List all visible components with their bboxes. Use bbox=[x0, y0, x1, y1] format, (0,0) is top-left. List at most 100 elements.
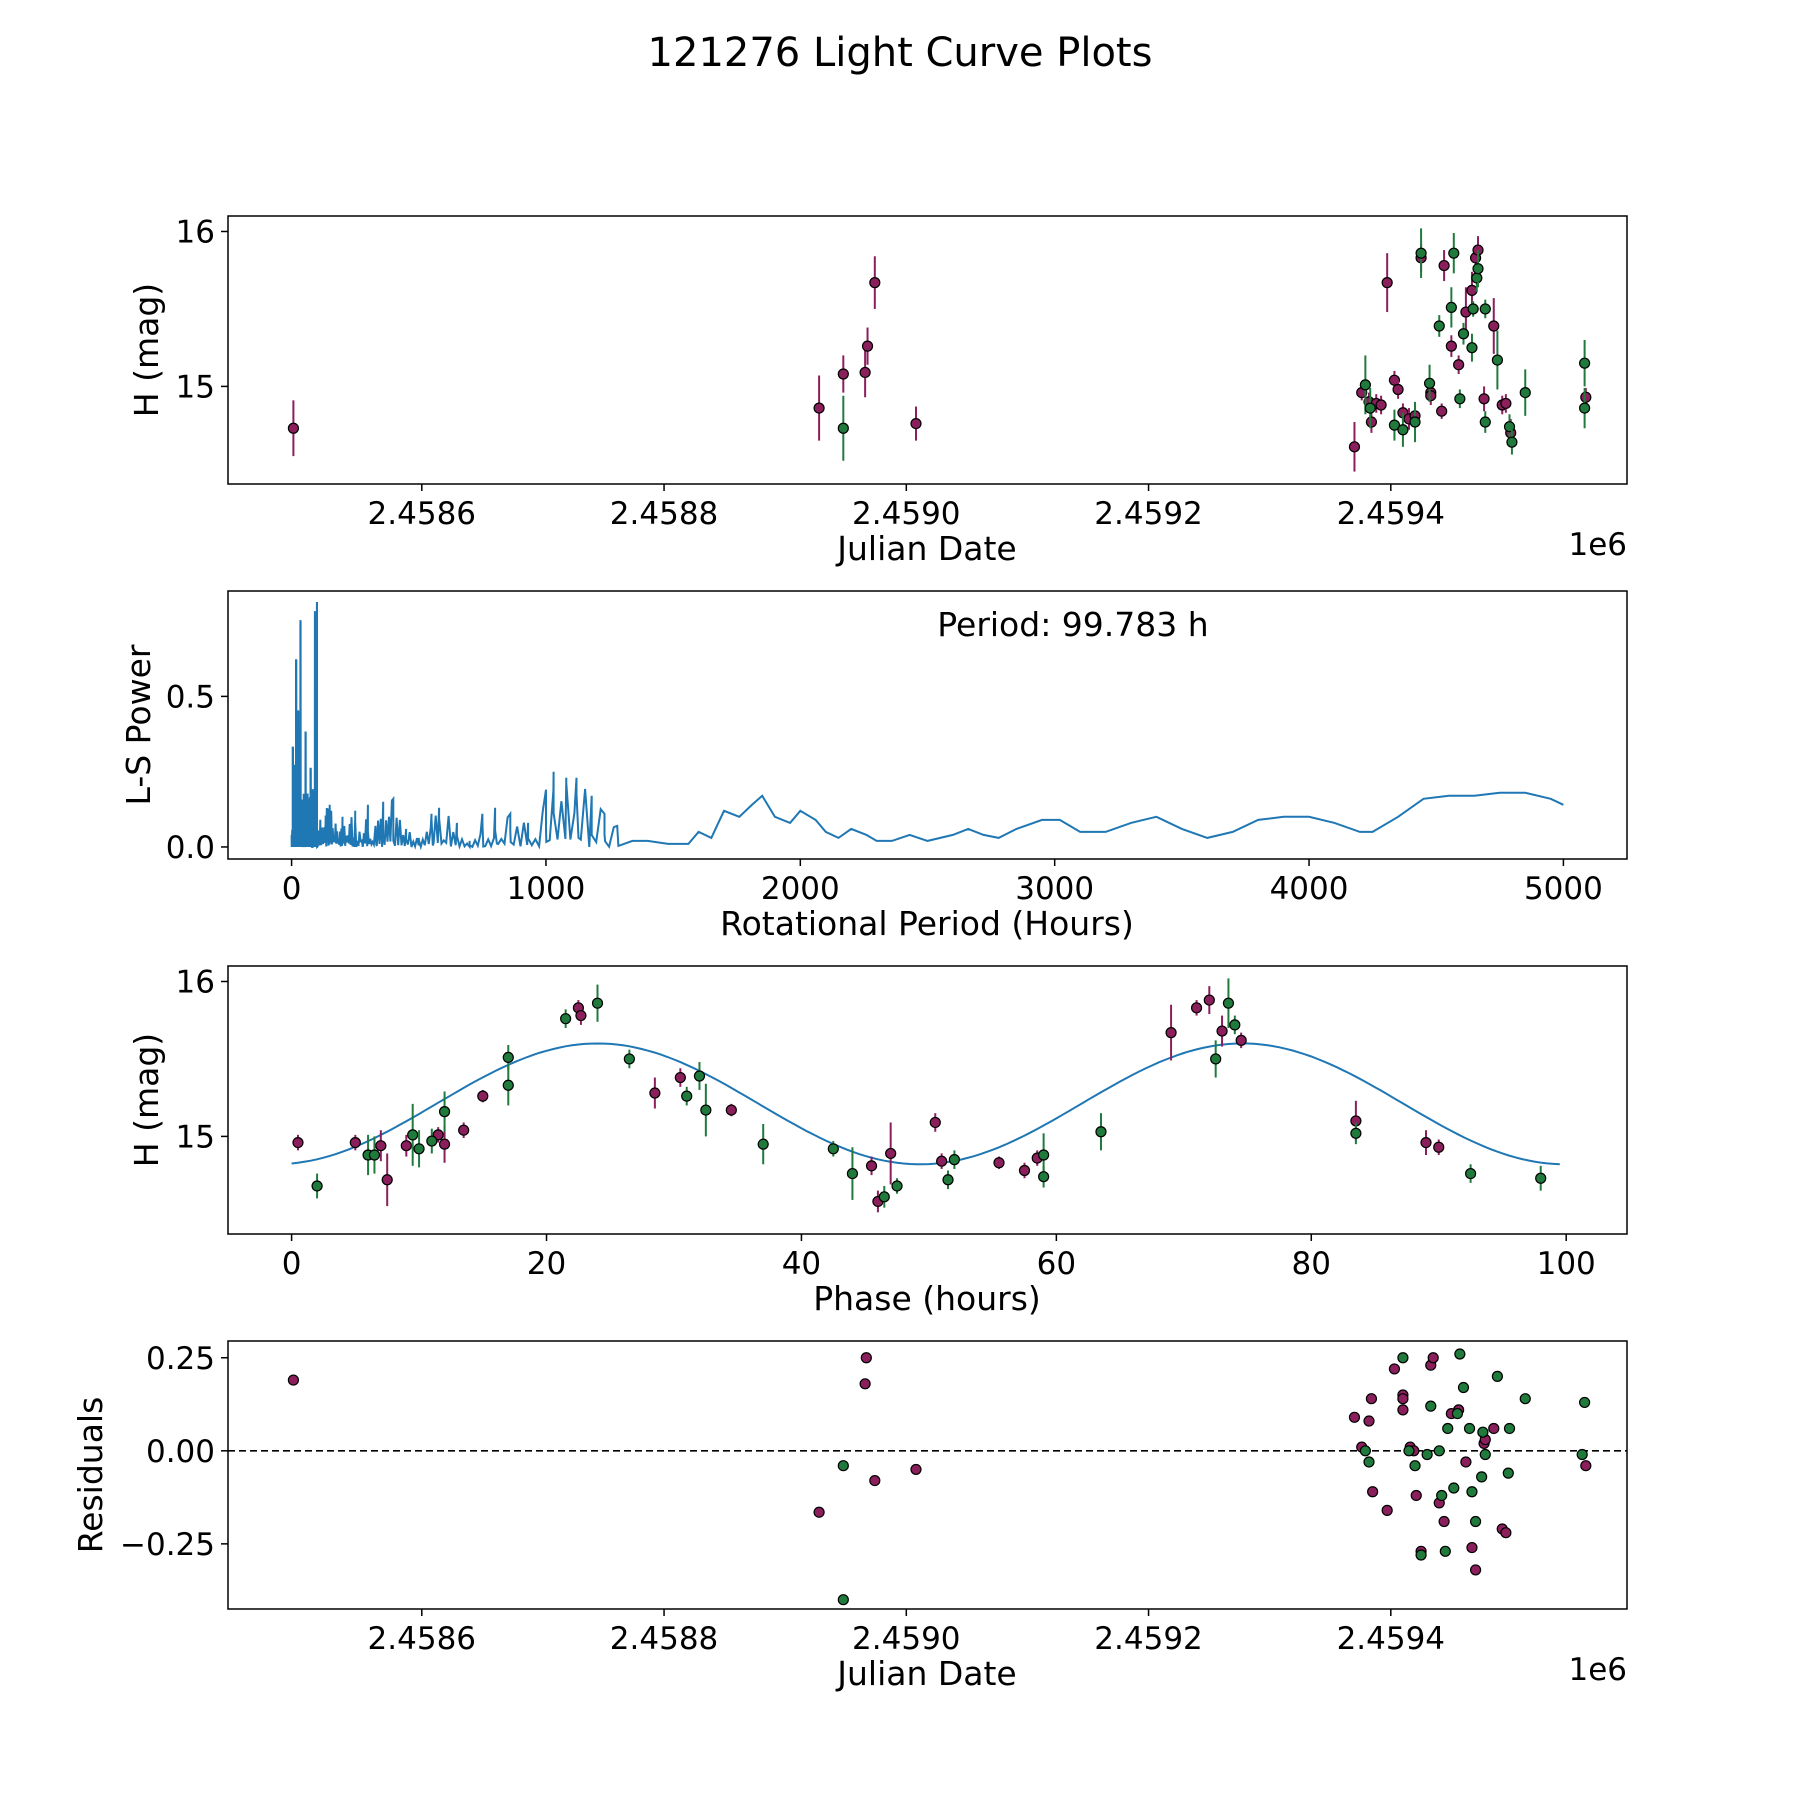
data-point bbox=[1420, 1137, 1432, 1149]
data-point bbox=[1466, 1486, 1478, 1498]
subplot-residuals: 2.4586 2.4588 2.4590 2.4592 2.4594 0.25 0.00 −0… bbox=[71, 1340, 1628, 1693]
y-axis-label: H (mag) bbox=[127, 283, 166, 417]
data-point bbox=[1579, 402, 1591, 414]
data-point bbox=[1442, 1422, 1454, 1435]
data-point bbox=[1457, 328, 1470, 340]
data-point bbox=[438, 1138, 451, 1150]
power-spectrum-line bbox=[290, 602, 1564, 851]
subplot-periodogram: Period: 99.783 h 0 1000 2000 3000 4000 5000 0.0… bbox=[119, 590, 1628, 943]
data-point bbox=[910, 417, 922, 430]
x-axis-label: Rotational Period (Hours) bbox=[720, 904, 1134, 943]
data-point bbox=[292, 1137, 304, 1149]
data-point bbox=[1535, 1172, 1547, 1184]
data-point bbox=[757, 1138, 769, 1150]
data-point bbox=[1579, 1396, 1591, 1409]
data-point bbox=[477, 1090, 489, 1102]
x-tick-label: 2.4588 bbox=[610, 1621, 718, 1657]
data-point bbox=[1460, 1456, 1472, 1468]
x-tick-label: 2.4594 bbox=[1337, 1621, 1445, 1657]
data-point bbox=[1348, 1411, 1361, 1423]
x-tick-label: 20 bbox=[527, 1246, 566, 1282]
y-axis-label: L-S Power bbox=[119, 644, 158, 805]
data-point bbox=[1415, 247, 1427, 259]
y-tick-label: 0.25 bbox=[146, 1341, 215, 1377]
data-point bbox=[1423, 377, 1436, 389]
y-tick-label: −0.25 bbox=[120, 1527, 215, 1563]
data-point bbox=[1365, 416, 1378, 428]
subplot-light-curve: 2.4586 2.4588 2.4590 2.4592 2.4594 15 16 Julian… bbox=[127, 214, 1628, 568]
axes-frame bbox=[227, 965, 1628, 1235]
data-point bbox=[837, 422, 849, 434]
data-point bbox=[1421, 1448, 1433, 1461]
x-tick-label: 3000 bbox=[1015, 871, 1094, 907]
data-point bbox=[1479, 416, 1491, 428]
data-point bbox=[1463, 1422, 1476, 1435]
x-tick-label: 2.4590 bbox=[852, 496, 960, 532]
y-tick-label: 15 bbox=[176, 1119, 215, 1155]
x-offset-label: 1e6 bbox=[1568, 527, 1627, 563]
data-point bbox=[1397, 424, 1409, 436]
data-point bbox=[502, 1051, 514, 1063]
data-point bbox=[349, 1137, 361, 1149]
data-point bbox=[1448, 247, 1460, 259]
data-point bbox=[1235, 1034, 1247, 1046]
data-point bbox=[1436, 1489, 1448, 1502]
data-point bbox=[1457, 1381, 1470, 1394]
plot-area bbox=[290, 602, 1564, 851]
data-point bbox=[1216, 1025, 1228, 1037]
data-point bbox=[1397, 1352, 1409, 1364]
y-tick-label: 0.0 bbox=[166, 830, 215, 866]
x-tick-label: 2.4594 bbox=[1337, 496, 1445, 532]
x-tick-label: 0 bbox=[282, 1246, 302, 1282]
data-point bbox=[1038, 1149, 1050, 1161]
data-point bbox=[725, 1104, 737, 1116]
data-point bbox=[575, 1009, 587, 1022]
data-point bbox=[1229, 1019, 1241, 1031]
data-point bbox=[1466, 1541, 1478, 1554]
data-point bbox=[1503, 1422, 1516, 1435]
data-point bbox=[1433, 320, 1445, 332]
data-point bbox=[1365, 1393, 1378, 1405]
data-point bbox=[1397, 1393, 1409, 1405]
x-axis-label: Julian Date bbox=[835, 1654, 1017, 1693]
data-point bbox=[1410, 1489, 1422, 1502]
x-tick-label: 2000 bbox=[761, 871, 840, 907]
y-tick-label: 16 bbox=[176, 964, 215, 1000]
data-point bbox=[1403, 1445, 1415, 1457]
data-point bbox=[860, 1352, 872, 1364]
data-point bbox=[1363, 1456, 1375, 1468]
data-point bbox=[1388, 374, 1401, 386]
data-point bbox=[1445, 340, 1457, 352]
data-point bbox=[813, 402, 825, 414]
data-point bbox=[885, 1147, 897, 1160]
data-point bbox=[837, 1594, 849, 1606]
axes-frame bbox=[227, 1340, 1628, 1610]
plot-area bbox=[228, 1348, 1627, 1606]
data-point bbox=[1348, 441, 1361, 453]
data-point bbox=[591, 997, 604, 1009]
data-point bbox=[878, 1191, 890, 1203]
data-point bbox=[948, 1154, 960, 1166]
data-point bbox=[1579, 357, 1591, 369]
data-point bbox=[1503, 421, 1516, 433]
plot-area bbox=[287, 228, 1592, 472]
data-point bbox=[869, 277, 881, 289]
data-point bbox=[846, 1167, 859, 1180]
data-point bbox=[1445, 301, 1457, 313]
data-point bbox=[502, 1079, 514, 1091]
y-axis-label: H (mag) bbox=[127, 1033, 166, 1167]
data-point bbox=[1580, 1460, 1592, 1472]
data-point bbox=[1439, 1545, 1451, 1557]
series-band_a bbox=[292, 986, 1445, 1213]
data-point bbox=[287, 422, 300, 434]
y-axis-label: Residuals bbox=[71, 1397, 110, 1554]
data-point bbox=[407, 1129, 419, 1141]
x-tick-label: 1000 bbox=[507, 871, 586, 907]
data-point bbox=[381, 1174, 393, 1186]
data-point bbox=[1491, 354, 1503, 366]
series-band_b bbox=[837, 1348, 1591, 1606]
data-point bbox=[1095, 1126, 1107, 1138]
data-point bbox=[1367, 1486, 1379, 1498]
data-point bbox=[400, 1140, 412, 1152]
data-point bbox=[1381, 1504, 1393, 1516]
